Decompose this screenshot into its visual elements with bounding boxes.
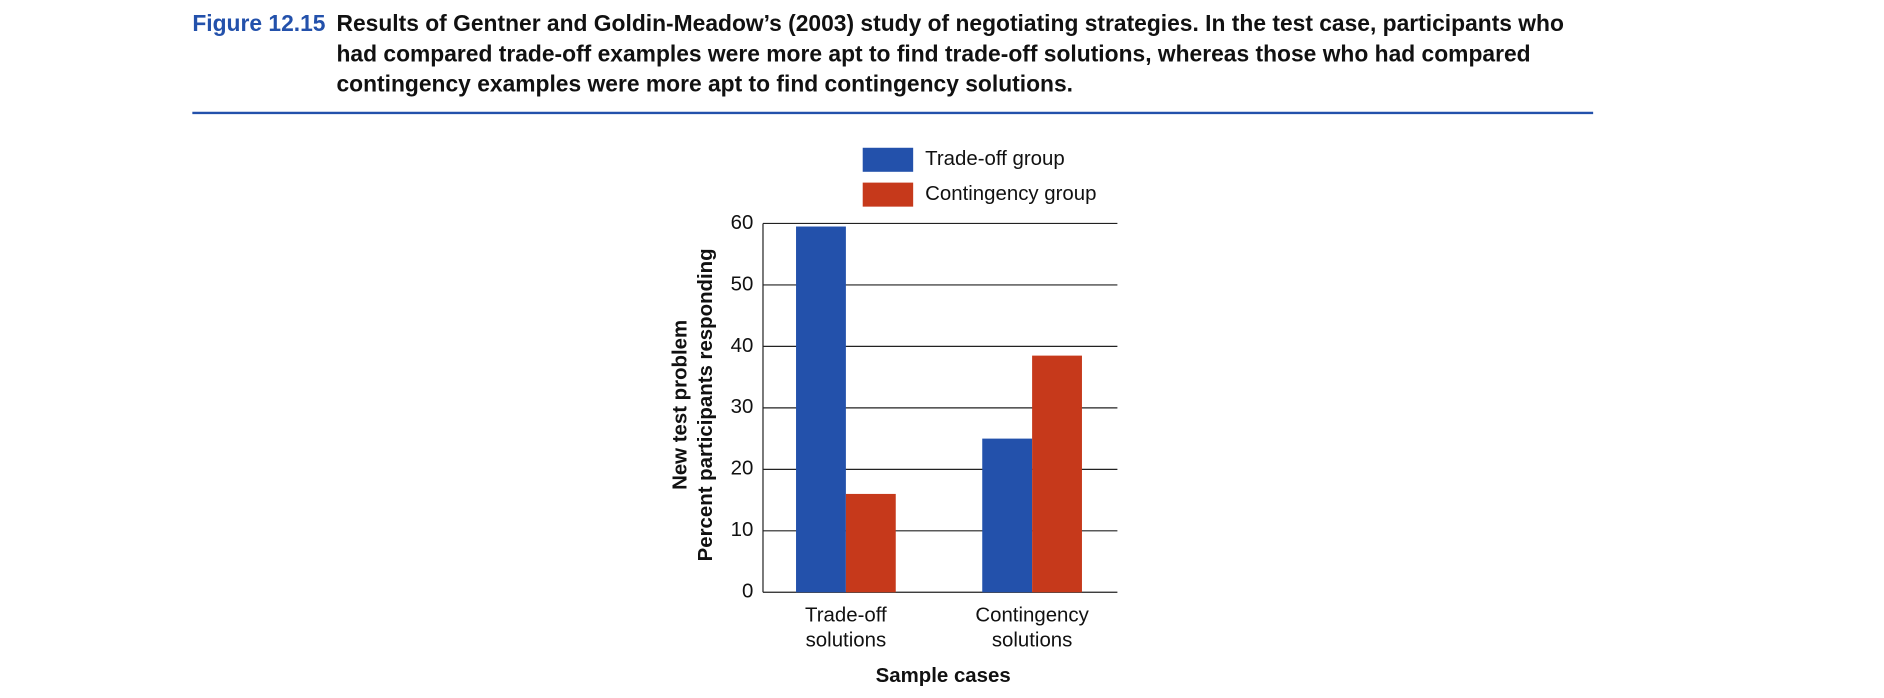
y-tick-label: 50	[731, 273, 754, 295]
legend-swatch	[862, 147, 914, 172]
y-tick-label: 30	[731, 396, 754, 418]
figure-label: Figure 12.15	[192, 10, 325, 36]
caption-line: had compared trade-off examples were mor…	[337, 40, 1531, 66]
x-axis-title: Sample cases	[876, 665, 1011, 687]
bar	[845, 493, 896, 593]
y-tick-label: 40	[731, 335, 754, 357]
legend-label: Contingency group	[925, 183, 1096, 205]
y-tick-label: 20	[731, 458, 754, 480]
x-tick-label: Contingency solutions	[975, 605, 1089, 652]
x-tick-label: Trade-off solutions	[805, 605, 887, 652]
y-axis-title-line: Percent participants responding	[695, 248, 717, 561]
y-tick-label: 0	[742, 581, 753, 603]
bar	[796, 226, 846, 593]
y-axis-title-line: New test problem	[670, 320, 692, 490]
y-axis-title: New test problem Percent participants re…	[670, 248, 717, 561]
caption-line: contingency examples were more apt to fi…	[337, 70, 1073, 96]
bar	[1032, 355, 1082, 593]
legend-swatch	[862, 182, 914, 207]
caption-line: Results of Gentner and Goldin-Meadow’s (…	[337, 10, 1564, 36]
legend-label: Trade-off group	[925, 148, 1065, 170]
y-tick-label: 60	[731, 212, 754, 234]
y-tick-label: 10	[731, 519, 754, 541]
bar	[982, 438, 1033, 593]
